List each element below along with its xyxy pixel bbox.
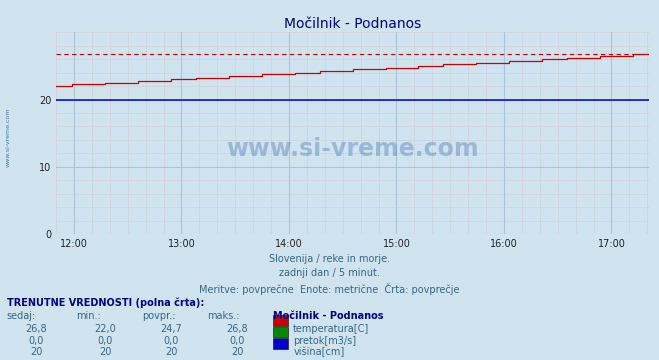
Text: Močilnik - Podnanos: Močilnik - Podnanos (273, 311, 384, 321)
Text: 22,0: 22,0 (94, 324, 117, 334)
Text: 20: 20 (165, 347, 177, 357)
Text: www.si-vreme.com: www.si-vreme.com (5, 107, 11, 167)
Text: min.:: min.: (76, 311, 101, 321)
Title: Močilnik - Podnanos: Močilnik - Podnanos (284, 17, 421, 31)
Text: 0,0: 0,0 (28, 336, 44, 346)
Text: maks.:: maks.: (208, 311, 240, 321)
Text: zadnji dan / 5 minut.: zadnji dan / 5 minut. (279, 268, 380, 278)
Text: sedaj:: sedaj: (7, 311, 36, 321)
Text: 20: 20 (30, 347, 42, 357)
Text: višina[cm]: višina[cm] (293, 347, 345, 357)
Text: 26,8: 26,8 (227, 324, 248, 334)
Text: TRENUTNE VREDNOSTI (polna črta):: TRENUTNE VREDNOSTI (polna črta): (7, 297, 204, 307)
Text: 24,7: 24,7 (160, 324, 183, 334)
Text: www.si-vreme.com: www.si-vreme.com (226, 137, 479, 161)
Text: Meritve: povprečne  Enote: metrične  Črta: povprečje: Meritve: povprečne Enote: metrične Črta:… (199, 283, 460, 294)
Text: povpr.:: povpr.: (142, 311, 175, 321)
Text: 0,0: 0,0 (163, 336, 179, 346)
Text: temperatura[C]: temperatura[C] (293, 324, 370, 334)
Text: Slovenija / reke in morje.: Slovenija / reke in morje. (269, 254, 390, 264)
Text: 0,0: 0,0 (98, 336, 113, 346)
Text: 20: 20 (100, 347, 111, 357)
Text: 26,8: 26,8 (26, 324, 47, 334)
Text: 0,0: 0,0 (229, 336, 245, 346)
Text: pretok[m3/s]: pretok[m3/s] (293, 336, 357, 346)
Text: 20: 20 (231, 347, 243, 357)
